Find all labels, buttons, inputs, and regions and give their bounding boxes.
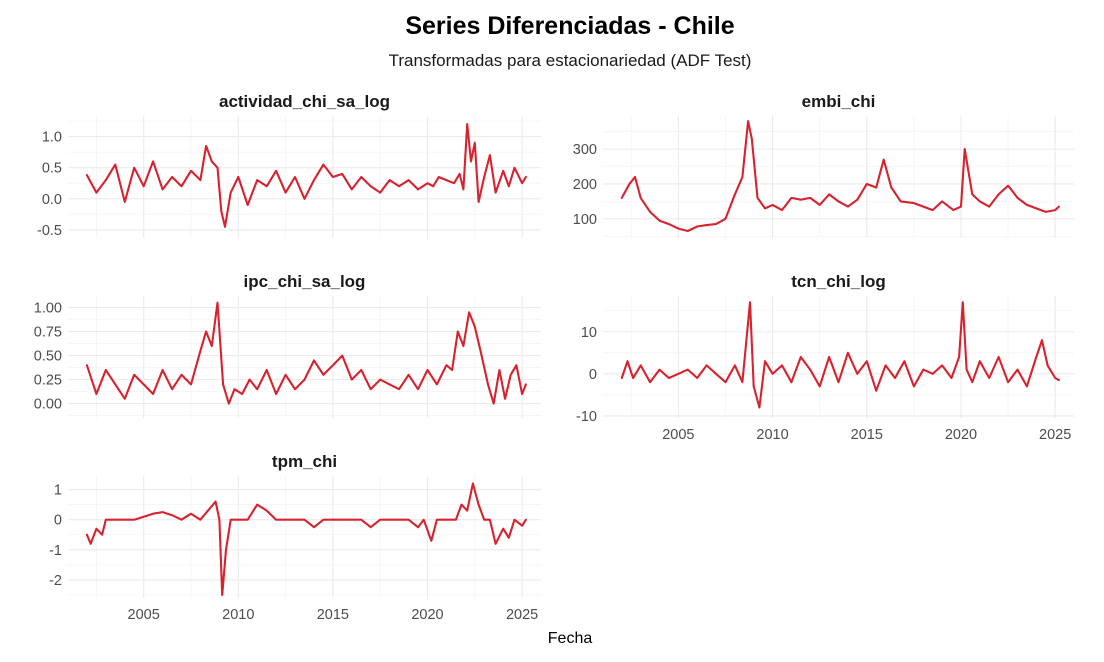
panel-title: embi_chi <box>802 92 876 111</box>
x-tick-label: 2005 <box>128 607 160 623</box>
panel-title: actividad_chi_sa_log <box>219 92 390 111</box>
panel-title: ipc_chi_sa_log <box>244 272 366 291</box>
y-tick-label: 100 <box>573 212 597 228</box>
y-tick-label: 0.00 <box>34 397 62 413</box>
series-line <box>85 482 527 597</box>
panel-4: tcn_chi_log -10 0 10 2005 2010 2015 2020 2025 <box>576 272 1074 443</box>
series-line <box>85 301 527 405</box>
x-tick-label: 2015 <box>317 607 349 623</box>
y-tick-label: 0.75 <box>34 325 62 341</box>
x-tick-label: 2010 <box>222 607 254 623</box>
y-tick-label: -0.5 <box>37 223 62 239</box>
panels: actividad_chi_sa_log -0.5 0.0 0.5 1.0 embi_ch… <box>34 92 1074 623</box>
x-tick-label: 2020 <box>945 427 977 443</box>
series-line <box>85 123 527 228</box>
x-tick-label: 2015 <box>851 427 883 443</box>
x-tick-label: 2025 <box>506 607 538 623</box>
series-line <box>620 120 1060 233</box>
y-tick-label: 1.0 <box>42 130 62 146</box>
x-axis-label: Fecha <box>548 630 593 647</box>
y-tick-label: 0.25 <box>34 373 62 389</box>
y-tick-label: 0.0 <box>42 192 62 208</box>
x-tick-label: 2020 <box>411 607 443 623</box>
chart-title: Series Diferenciadas - Chile <box>405 12 734 40</box>
y-tick-label: 0.50 <box>34 349 62 365</box>
y-tick-label: 1.00 <box>34 301 62 317</box>
chart-subtitle: Transformadas para estacionariedad (ADF … <box>389 51 752 70</box>
y-tick-label: 300 <box>573 142 597 158</box>
x-tick-label: 2010 <box>756 427 788 443</box>
y-tick-label: 200 <box>573 177 597 193</box>
panel-1: actividad_chi_sa_log -0.5 0.0 0.5 1.0 <box>37 92 541 239</box>
x-tick-label: 2005 <box>662 427 694 443</box>
series-line <box>620 301 1060 409</box>
panel-5: tpm_chi -2 -1 0 1 2005 2010 2015 2020 2025 <box>49 452 541 623</box>
y-tick-label: 0.5 <box>42 161 62 177</box>
y-tick-label: -1 <box>49 543 62 559</box>
panel-3: ipc_chi_sa_log 0.00 0.25 0.50 0.75 1.00 <box>34 272 541 418</box>
x-tick-label: 2025 <box>1039 427 1071 443</box>
y-tick-label: -10 <box>576 409 597 425</box>
y-tick-label: 0 <box>589 367 597 383</box>
y-tick-label: 0 <box>54 513 62 529</box>
panel-title: tcn_chi_log <box>791 272 885 291</box>
y-tick-label: 10 <box>581 325 597 341</box>
panel-title: tpm_chi <box>272 452 337 471</box>
panel-2: embi_chi 100 200 300 <box>573 92 1074 238</box>
y-tick-label: -2 <box>49 573 62 589</box>
y-tick-label: 1 <box>54 483 62 499</box>
